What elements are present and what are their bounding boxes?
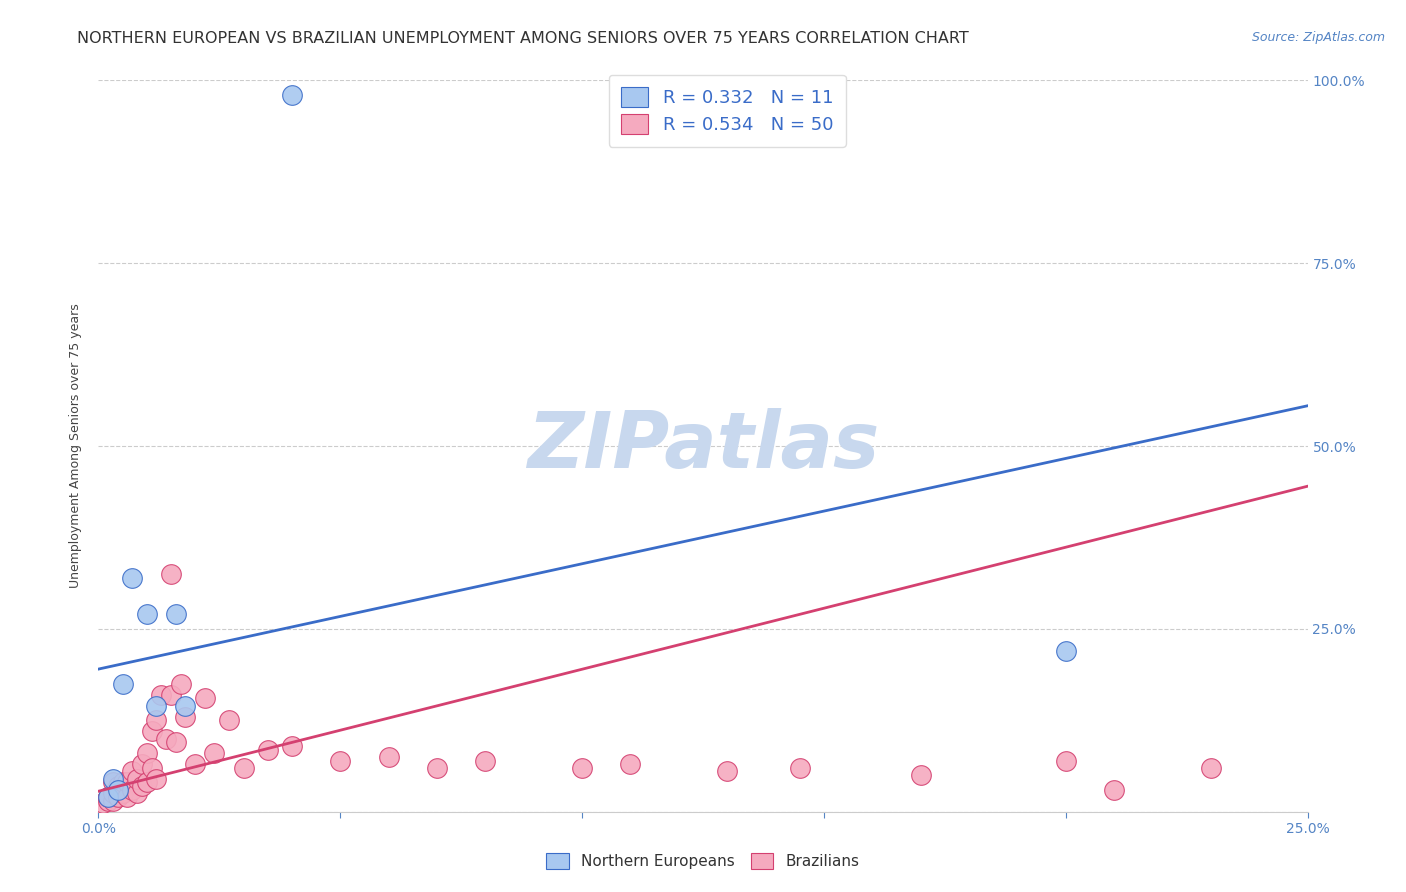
Legend: R = 0.332   N = 11, R = 0.534   N = 50: R = 0.332 N = 11, R = 0.534 N = 50	[609, 75, 846, 147]
Point	[107, 782, 129, 797]
Point	[135, 775, 157, 789]
Point	[107, 790, 129, 805]
Point	[218, 714, 240, 728]
Text: ZIPatlas: ZIPatlas	[527, 408, 879, 484]
Point	[111, 775, 134, 789]
Point	[281, 87, 304, 102]
Point	[121, 571, 143, 585]
Point	[194, 691, 217, 706]
Point	[121, 782, 143, 797]
Point	[131, 757, 153, 772]
Point	[97, 794, 120, 808]
Y-axis label: Unemployment Among Seniors over 75 years: Unemployment Among Seniors over 75 years	[69, 303, 83, 589]
Point	[145, 772, 167, 786]
Point	[789, 761, 811, 775]
Point	[141, 724, 163, 739]
Point	[165, 607, 187, 622]
Point	[155, 731, 177, 746]
Point	[135, 746, 157, 760]
Point	[184, 757, 207, 772]
Point	[571, 761, 593, 775]
Point	[619, 757, 641, 772]
Point	[204, 746, 226, 760]
Text: Source: ZipAtlas.com: Source: ZipAtlas.com	[1251, 31, 1385, 45]
Point	[165, 735, 187, 749]
Point	[101, 787, 124, 801]
Point	[1199, 761, 1222, 775]
Point	[117, 790, 139, 805]
Legend: Northern Europeans, Brazilians: Northern Europeans, Brazilians	[540, 847, 866, 875]
Point	[1054, 754, 1077, 768]
Point	[135, 607, 157, 622]
Point	[111, 787, 134, 801]
Point	[127, 772, 149, 786]
Point	[91, 796, 114, 810]
Point	[1102, 782, 1125, 797]
Point	[101, 775, 124, 789]
Point	[174, 698, 197, 713]
Text: NORTHERN EUROPEAN VS BRAZILIAN UNEMPLOYMENT AMONG SENIORS OVER 75 YEARS CORRELAT: NORTHERN EUROPEAN VS BRAZILIAN UNEMPLOYM…	[77, 31, 969, 46]
Point	[281, 739, 304, 753]
Point	[426, 761, 449, 775]
Point	[145, 714, 167, 728]
Point	[131, 779, 153, 793]
Point	[97, 790, 120, 805]
Point	[716, 764, 738, 779]
Point	[101, 772, 124, 786]
Point	[121, 764, 143, 779]
Point	[101, 794, 124, 808]
Point	[160, 688, 183, 702]
Point	[910, 768, 932, 782]
Point	[127, 787, 149, 801]
Point	[145, 698, 167, 713]
Point	[256, 742, 278, 756]
Point	[1054, 644, 1077, 658]
Point	[141, 761, 163, 775]
Point	[107, 779, 129, 793]
Point	[160, 567, 183, 582]
Point	[232, 761, 254, 775]
Point	[111, 676, 134, 690]
Point	[97, 790, 120, 805]
Point	[474, 754, 496, 768]
Point	[117, 775, 139, 789]
Point	[174, 709, 197, 723]
Point	[150, 688, 173, 702]
Point	[329, 754, 352, 768]
Point	[377, 749, 399, 764]
Point	[169, 676, 191, 690]
